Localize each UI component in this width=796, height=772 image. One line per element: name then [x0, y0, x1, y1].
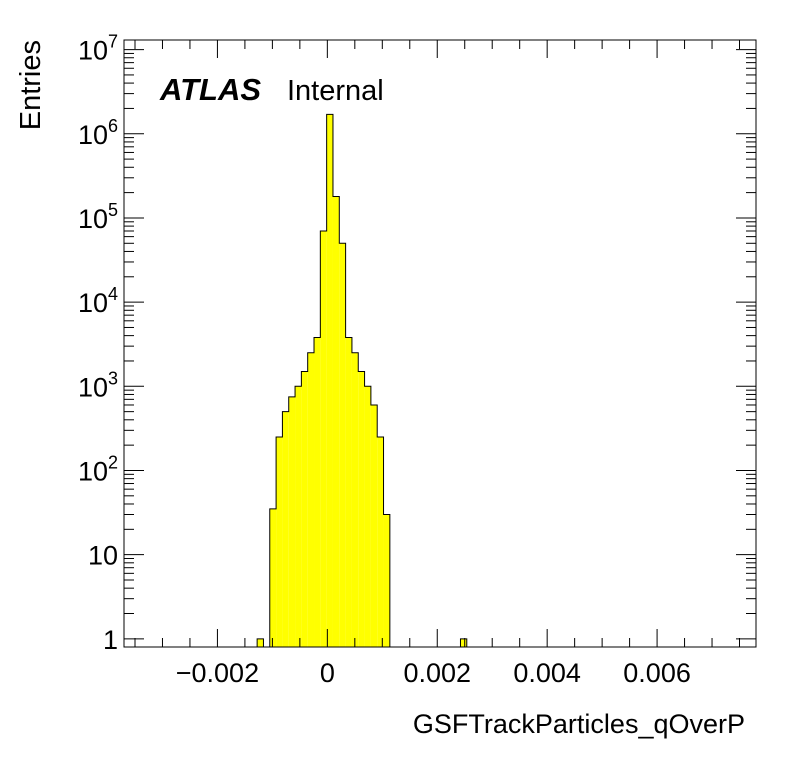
histogram-bin — [370, 404, 378, 647]
histogram-bin — [257, 638, 264, 647]
x-axis-title: GSFTrackParticles_qOverP — [413, 709, 745, 739]
internal-label: Internal — [287, 75, 384, 107]
x-tick-label: 0.004 — [513, 658, 581, 688]
x-tick-label: 0.002 — [403, 658, 471, 688]
atlas-label: ATLAS — [159, 72, 261, 107]
plot-frame — [123, 39, 757, 648]
axis-ticks — [124, 40, 756, 647]
histogram-bin — [358, 371, 365, 647]
histogram-bin — [301, 371, 308, 647]
y-tick-label: 102 — [78, 452, 118, 486]
histogram-bin — [307, 352, 315, 647]
histogram-bin — [288, 396, 296, 647]
y-tick-label: 105 — [78, 200, 118, 234]
histogram-bin — [332, 196, 340, 647]
histogram-bin — [351, 352, 359, 647]
y-tick-labels: 1 10 102 103 104 105 106 107 — [78, 32, 118, 655]
histogram-bin — [345, 337, 352, 647]
histogram-bars — [256, 113, 468, 647]
y-axis-title: Entries — [15, 40, 47, 130]
histogram-bin — [276, 436, 283, 647]
x-tick-labels: −0.002 0 0.002 0.004 0.006 — [176, 658, 691, 688]
histogram-bin — [314, 337, 321, 647]
y-tick-label: 106 — [78, 116, 118, 150]
y-tick-label: 10 — [88, 541, 118, 571]
histogram-bin — [282, 411, 289, 647]
y-tick-label: 103 — [78, 368, 118, 402]
histogram-bin — [460, 638, 467, 647]
histogram-outline — [256, 113, 468, 647]
histogram-bin — [383, 514, 390, 647]
y-tick-label: 104 — [78, 284, 118, 318]
histogram-bin — [320, 230, 327, 647]
histogram-bin — [339, 243, 346, 647]
histogram-bin — [377, 436, 384, 647]
x-tick-label: 0.006 — [623, 658, 691, 688]
histogram-bin — [364, 386, 371, 647]
histogram-bin — [326, 114, 333, 647]
y-tick-label: 107 — [78, 32, 118, 66]
x-tick-label: −0.002 — [176, 658, 259, 688]
histogram-bin — [269, 508, 277, 647]
y-tick-label: 1 — [103, 625, 118, 655]
histogram-bin — [295, 386, 302, 647]
x-tick-label: 0 — [320, 658, 335, 688]
